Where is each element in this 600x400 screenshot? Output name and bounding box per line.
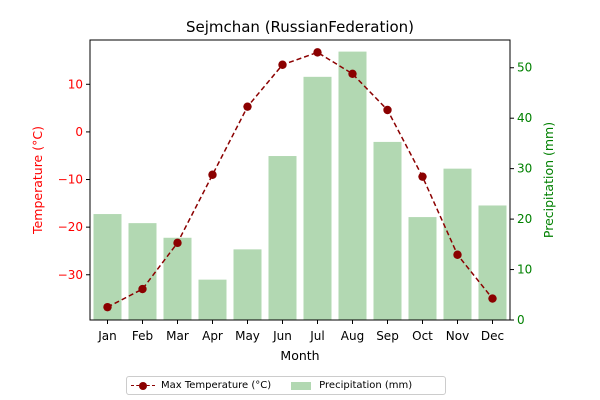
left-tick-label: −20 <box>58 220 83 234</box>
legend-label-precipitation: Precipitation (mm) <box>319 380 413 391</box>
precip-bar-nov <box>443 168 472 320</box>
right-tick-label: 30 <box>517 162 532 176</box>
x-tick-label: Apr <box>202 329 223 343</box>
x-axis-label: Month <box>280 348 319 363</box>
right-axis-ticks: 0 10 20 30 40 50 <box>510 61 532 327</box>
left-tick-label: −10 <box>58 173 83 187</box>
legend-label-temperature: Max Temperature (°C) <box>161 380 272 391</box>
x-tick-label: Nov <box>446 329 469 343</box>
left-tick-label: −30 <box>58 268 83 282</box>
x-tick-label: Jan <box>97 329 117 343</box>
temp-point-mar <box>173 238 182 248</box>
precip-bar-mar <box>163 237 192 320</box>
temp-point-jun <box>278 60 287 69</box>
x-tick-label: Jul <box>309 329 324 343</box>
precip-bar-may <box>233 249 262 320</box>
legend-item-temperature: Max Temperature (°C) <box>127 380 271 391</box>
precip-bar-feb <box>128 223 157 320</box>
right-tick-label: 40 <box>517 111 532 125</box>
temp-point-dec <box>488 294 497 303</box>
bar-swatch-icon <box>291 381 312 390</box>
x-tick-label: Mar <box>166 329 189 343</box>
temp-point-oct <box>418 172 427 181</box>
precip-bar-aug <box>338 51 367 320</box>
left-tick-label: 0 <box>75 125 83 139</box>
precip-bar-jun <box>268 156 297 320</box>
temp-point-may <box>243 102 252 111</box>
x-axis-ticks: Jan Feb Mar Apr May Jun Jul Aug Sep Oct Nov Dec <box>97 320 504 343</box>
temperature-line <box>103 48 497 312</box>
x-tick-label: Dec <box>481 329 504 343</box>
precip-bar-jul <box>303 76 332 320</box>
temp-point-jan <box>103 302 112 312</box>
temp-point-apr <box>208 170 217 179</box>
x-tick-label: Feb <box>132 329 153 343</box>
precipitation-bars <box>93 51 507 320</box>
temp-point-sep <box>383 105 392 115</box>
x-tick-label: Sep <box>376 329 399 343</box>
chart-title: Sejmchan (RussianFederation) <box>186 18 414 36</box>
legend: Max Temperature (°C) Precipitation (mm) <box>126 376 446 395</box>
temp-point-jul <box>313 48 322 57</box>
right-tick-label: 20 <box>517 212 532 226</box>
left-tick-label: 10 <box>68 77 83 91</box>
left-axis-ticks: −30 −20 −10 0 10 <box>58 77 90 282</box>
x-tick-label: Aug <box>341 329 364 343</box>
left-axis-label: Temperature (°C) <box>30 126 45 235</box>
right-tick-label: 0 <box>517 313 525 327</box>
x-tick-label: May <box>235 329 260 343</box>
legend-item-precipitation: Precipitation (mm) <box>271 380 412 391</box>
right-tick-label: 50 <box>517 61 532 75</box>
right-tick-label: 10 <box>517 263 532 277</box>
temperature-line-path <box>107 51 494 308</box>
precip-bar-dec <box>478 205 507 320</box>
temp-point-aug <box>348 69 357 79</box>
right-axis-label: Precipitation (mm) <box>541 122 556 238</box>
x-tick-label: Jun <box>272 329 292 343</box>
precip-bar-oct <box>408 217 437 320</box>
temp-point-nov <box>453 250 462 259</box>
precip-bar-sep <box>373 141 402 320</box>
precip-bar-apr <box>198 279 227 320</box>
x-tick-label: Oct <box>412 329 433 343</box>
line-marker-icon <box>131 381 155 391</box>
temp-point-feb <box>138 284 147 294</box>
